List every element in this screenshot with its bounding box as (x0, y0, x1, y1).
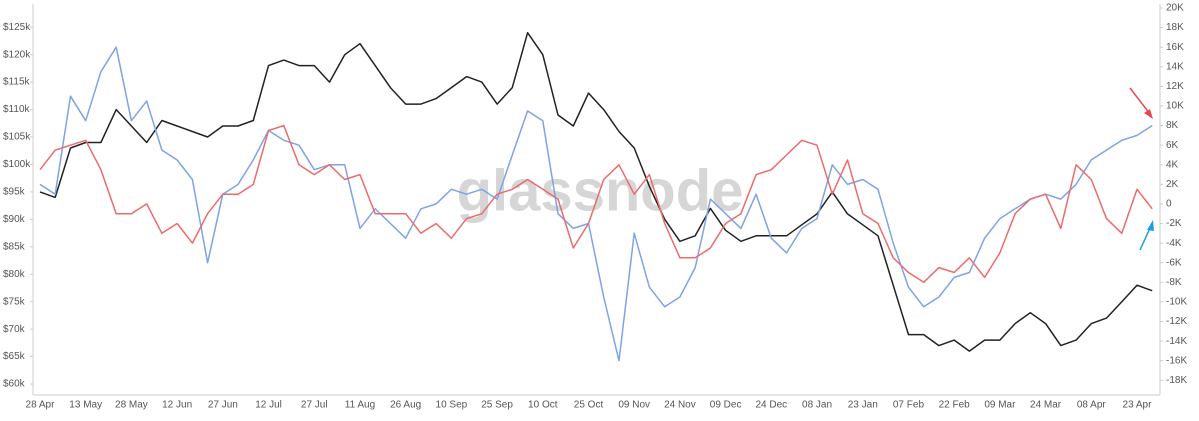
y2-tick-label: -16K (1166, 355, 1187, 366)
x-tick-label: 09 Dec (710, 400, 742, 411)
y2-tick-label: 0 (1166, 199, 1172, 210)
y-tick-label: $75k (3, 296, 26, 307)
y2-tick-label: -12K (1166, 316, 1187, 327)
x-tick-label: 09 Nov (618, 400, 650, 411)
x-tick-label: 24 Dec (755, 400, 787, 411)
y2-tick-label: 10K (1166, 101, 1184, 112)
y2-tick-label: -14K (1166, 336, 1187, 347)
y-tick-label: $120k (3, 49, 31, 60)
x-tick-label: 23 Apr (1123, 400, 1153, 411)
y2-tick-label: 2K (1166, 179, 1179, 190)
y2-tick-label: 12K (1166, 81, 1184, 92)
x-tick-label: 11 Aug (345, 400, 375, 411)
y-tick-label: $80k (3, 269, 26, 280)
y-tick-label: $105k (3, 132, 31, 143)
x-tick-label: 25 Sep (481, 400, 513, 411)
line-series (39, 124, 1153, 284)
y-tick-label: $65k (3, 351, 26, 362)
x-tick-label: 27 Jul (301, 400, 328, 411)
y2-tick-label: -8K (1166, 277, 1182, 288)
y2-tick-label: -18K (1166, 375, 1187, 386)
x-tick-label: 12 Jul (255, 400, 282, 411)
x-tick-label: 28 Apr (26, 400, 56, 411)
y2-tick-label: 18K (1166, 22, 1184, 33)
y-tick-label: $100k (3, 159, 31, 170)
x-tick-label: 12 Jun (162, 400, 192, 411)
y-tick-label: $95k (3, 187, 26, 198)
x-tick-label: 10 Oct (528, 400, 558, 411)
y2-tick-label: -2K (1166, 218, 1182, 229)
x-tick-label: 08 Apr (1077, 400, 1107, 411)
x-tick-label: 24 Mar (1030, 400, 1062, 411)
x-tick-label: 13 May (69, 400, 102, 411)
y-tick-label: $110k (3, 104, 31, 115)
blue-arrow (1139, 220, 1154, 251)
y-tick-label: $60k (3, 379, 26, 390)
y-tick-label: $70k (3, 324, 26, 335)
y2-tick-label: -10K (1166, 297, 1187, 308)
line-series (39, 46, 1153, 362)
x-tick-label: 27 Jun (208, 400, 238, 411)
y2-tick-label: 8K (1166, 120, 1179, 131)
line-series (39, 31, 1153, 352)
y2-tick-label: 20K (1166, 3, 1184, 14)
red-arrow (1129, 87, 1153, 119)
x-tick-label: 10 Sep (436, 400, 468, 411)
x-tick-label: 08 Jan (802, 400, 832, 411)
y-tick-label: $125k (3, 22, 31, 33)
y2-tick-label: 6K (1166, 140, 1179, 151)
y2-tick-label: 16K (1166, 42, 1184, 53)
x-tick-label: 09 Mar (984, 400, 1016, 411)
x-tick-label: 24 Nov (664, 400, 696, 411)
y-tick-label: $90k (3, 214, 26, 225)
y2-tick-label: -4K (1166, 238, 1182, 249)
x-tick-label: 25 Oct (574, 400, 604, 411)
y2-tick-label: -6K (1166, 257, 1182, 268)
x-tick-label: 07 Feb (893, 400, 925, 411)
x-tick-label: 28 May (115, 400, 148, 411)
x-tick-label: 22 Feb (939, 400, 971, 411)
x-tick-label: 23 Jan (848, 400, 878, 411)
y-tick-label: $85k (3, 241, 26, 252)
x-tick-label: 26 Aug (390, 400, 421, 411)
y2-tick-label: 4K (1166, 159, 1179, 170)
y2-tick-label: 14K (1166, 61, 1184, 72)
y-tick-label: $115k (3, 77, 31, 88)
